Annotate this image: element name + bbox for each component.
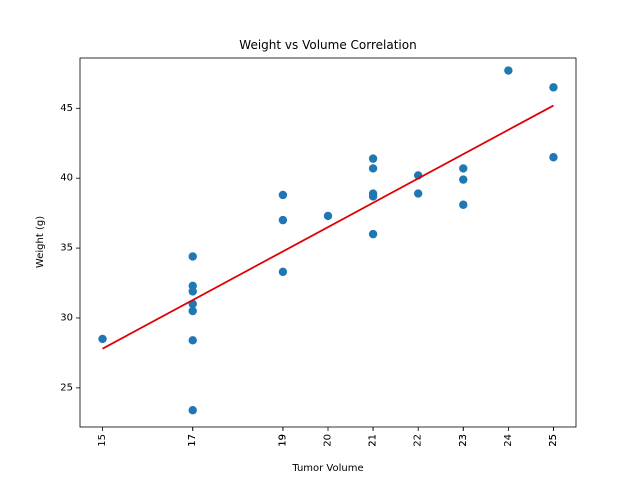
data-point-25 — [549, 153, 558, 162]
y-tick-label: 45 — [60, 103, 73, 114]
data-point-11 — [278, 267, 288, 277]
x-tick-label: 20 — [323, 434, 334, 447]
data-point-21 — [459, 175, 468, 184]
x-tick-label: 22 — [413, 434, 424, 447]
data-point-16 — [368, 192, 378, 201]
data-point-19 — [413, 189, 423, 198]
y-tick-label: 40 — [60, 173, 73, 184]
data-point-9 — [278, 190, 288, 200]
plot-area — [98, 66, 558, 415]
y-axis-ticks: 25 30 35 40 45 — [60, 103, 80, 393]
regression-line — [102, 104, 554, 350]
data-point-22 — [459, 200, 468, 209]
x-tick-label: 24 — [503, 434, 514, 447]
data-point-2 — [188, 252, 197, 261]
data-point-13 — [368, 154, 378, 163]
chart-title: Weight vs Volume Correlation — [239, 38, 416, 52]
x-axis-label: Tumor Volume — [291, 463, 363, 474]
y-tick-label: 25 — [60, 382, 73, 393]
data-point-20 — [459, 164, 468, 173]
x-tick-label: 15 — [97, 434, 108, 447]
x-tick-label: 17 — [187, 434, 198, 447]
data-point-7 — [188, 336, 197, 345]
data-point-14 — [368, 164, 378, 173]
y-tick-label: 30 — [60, 312, 73, 323]
data-point-24 — [549, 83, 558, 92]
x-tick-label: 25 — [548, 434, 559, 447]
x-tick-label: 21 — [368, 434, 379, 447]
data-point-1 — [98, 334, 107, 344]
x-tick-label: 17 — [187, 434, 198, 447]
y-tick-label: 35 — [60, 243, 73, 254]
x-tick-label: 19 — [277, 434, 288, 447]
x-tick-label: 19 — [277, 434, 288, 447]
x-tick-label: 21 — [368, 434, 379, 447]
data-point-10 — [278, 215, 288, 225]
data-point-4 — [188, 287, 197, 296]
data-point-12 — [323, 211, 333, 221]
y-axis-label: Weight (g) — [35, 216, 46, 268]
x-tick-label: 23 — [458, 434, 469, 447]
data-point-23 — [504, 66, 513, 75]
x-tick-label: 23 — [458, 434, 469, 447]
data-point-6 — [188, 306, 197, 316]
x-tick-label: 25 — [548, 434, 559, 447]
data-point-8 — [188, 406, 197, 415]
data-point-17 — [368, 229, 378, 239]
